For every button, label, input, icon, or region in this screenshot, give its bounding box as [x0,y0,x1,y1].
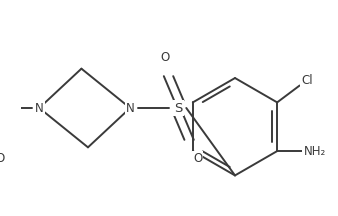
Text: N: N [35,102,44,114]
Text: Cl: Cl [301,74,313,87]
Text: N: N [126,102,135,114]
Text: NH₂: NH₂ [304,145,326,158]
Text: S: S [175,102,183,114]
Text: O: O [0,152,5,165]
Text: O: O [160,51,169,64]
Text: O: O [193,152,202,165]
